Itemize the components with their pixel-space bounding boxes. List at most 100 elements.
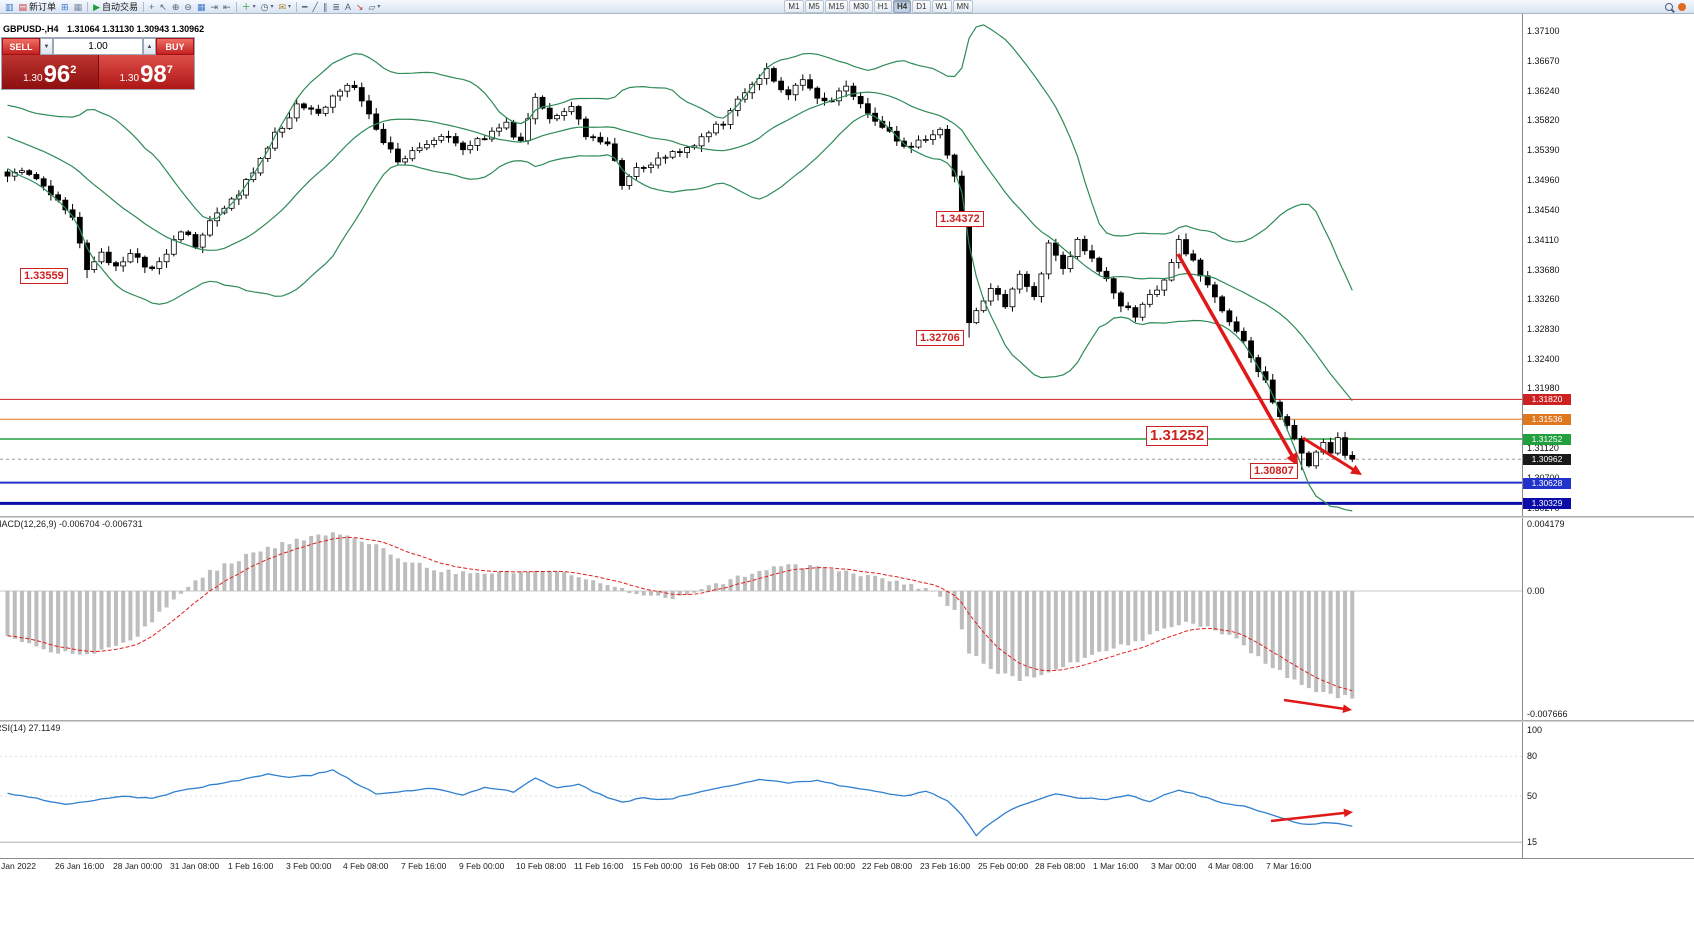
time-axis-label: 22 Feb 08:00 [862, 861, 913, 871]
rsi-panel: RSI(14) 27.1149 100 80 50 15 [0, 722, 1694, 858]
text-tool-icon[interactable]: A [343, 1, 353, 13]
price-axis-tick: 1.34540 [1527, 204, 1560, 215]
price-axis-tick: 1.35820 [1527, 115, 1560, 126]
timeframe-mn-button[interactable]: MN [952, 0, 973, 13]
tile-windows-icon[interactable]: ▦ [195, 1, 208, 13]
macd-canvas[interactable] [0, 518, 1522, 720]
buy-button[interactable]: BUY [156, 38, 194, 55]
volume-input[interactable] [53, 38, 143, 55]
timeframe-m1-button[interactable]: M1 [784, 0, 804, 13]
panel-separator[interactable] [0, 516, 1694, 518]
new-order-button[interactable]: ▤ 新订单 [17, 1, 59, 13]
price-line-label: 1.31536 [1523, 414, 1571, 426]
bollinger-upper-band [7, 24, 1353, 291]
time-axis-label: 31 Jan 08:00 [170, 861, 220, 871]
chart-shift-icon[interactable]: ⇤ [221, 1, 233, 13]
zoom-out-icon[interactable]: ⊖ [182, 1, 194, 13]
profiles-icon[interactable]: ▦ [72, 1, 85, 13]
trend-arrow [1176, 253, 1295, 459]
time-axis-label: 28 Feb 08:00 [1035, 861, 1086, 871]
chart-icon[interactable]: ▥ [3, 1, 16, 13]
channel-tool-icon: ∥ [322, 1, 328, 12]
timeframe-d1-button[interactable]: D1 [912, 0, 931, 13]
search-icon[interactable] [1665, 2, 1673, 11]
rsi-axis-label: 15 [1527, 837, 1538, 848]
price-axis-tick: 1.33260 [1527, 293, 1560, 304]
time-axis-label: 15 Feb 00:00 [632, 861, 683, 871]
timeframe-m15-button[interactable]: M15 [824, 0, 849, 13]
autotrading-icon: ▶ [93, 1, 101, 12]
symbol-period: GBPUSD-,H4 [3, 24, 59, 34]
timeframe-m5-button[interactable]: M5 [804, 0, 824, 13]
zoom-in-icon[interactable]: ⊕ [170, 1, 182, 13]
toolbar-separator [87, 1, 89, 12]
chevron-down-icon: ▾ [288, 4, 292, 10]
volume-decrease-button[interactable]: ▼ [40, 38, 53, 55]
time-axis-label: 21 Feb 00:00 [805, 861, 856, 871]
bollinger-lower-band [7, 113, 1353, 512]
auto-scroll-icon: ⇥ [210, 1, 219, 12]
rsi-canvas[interactable] [0, 722, 1522, 858]
price-annotation: 1.33559 [20, 268, 68, 284]
time-axis-label: 1 Feb 16:00 [228, 861, 274, 871]
trend-arrowhead [1342, 704, 1352, 713]
main-chart-canvas[interactable] [0, 14, 1522, 516]
cursor-icon: ↖ [159, 1, 167, 12]
toolbar-right [1665, 2, 1691, 11]
time-axis-label: 26 Jan 16:00 [55, 861, 105, 871]
trend-arrow [1270, 811, 1347, 823]
templates-icon[interactable]: ✉ ▾ [276, 1, 293, 13]
price-axis-tick: 1.37100 [1527, 26, 1560, 37]
periods-icon: ◷ [260, 1, 269, 12]
indicators-icon[interactable]: ＋ ▾ [240, 1, 258, 13]
timeframe-w1-button[interactable]: W1 [931, 0, 952, 13]
price-annotation: 1.32706 [916, 330, 964, 346]
buy-price-prefix: 1.30 [119, 73, 140, 84]
price-axis-tick: 1.31980 [1527, 383, 1560, 394]
volume-increase-button[interactable]: ▲ [143, 38, 156, 55]
macd-axis-label: 0.00 [1527, 586, 1545, 596]
toolbar-separator [143, 1, 145, 12]
price-axis-tick: 1.34960 [1527, 175, 1560, 186]
chart-window-icon[interactable]: ⊞ [59, 1, 71, 13]
macd-panel: MACD(12,26,9) -0.006704 -0.006731 0.0041… [0, 518, 1694, 720]
time-axis-label: 16 Feb 08:00 [689, 861, 740, 871]
timeframe-m30-button[interactable]: M30 [849, 0, 873, 13]
channel-tool-icon[interactable]: ∥ [321, 1, 330, 13]
arrow-tool-icon[interactable]: ↘ [354, 1, 366, 13]
time-axis-label: 3 Mar 00:00 [1151, 861, 1197, 871]
sell-button[interactable]: SELL [2, 38, 40, 55]
buy-quote-button[interactable]: 1.30 98 7 [98, 55, 194, 89]
time-axis-label: Jan 2022 [1, 861, 36, 871]
timeframe-toolbar: M1 M5 M15 M30 H1 H4 D1 W1 MN [784, 0, 973, 13]
sell-quote-button[interactable]: 1.30 96 2 [2, 55, 99, 89]
price-line-label: 1.30329 [1523, 498, 1571, 510]
time-axis-label: 7 Mar 16:00 [1266, 861, 1312, 871]
crosshair-icon[interactable]: + [147, 1, 156, 13]
hline-tool-icon[interactable]: ━ [300, 1, 309, 13]
arrow-tool-icon: ↘ [355, 1, 364, 12]
macd-histogram [5, 532, 1355, 699]
candles [4, 63, 1356, 471]
time-axis-label: 3 Feb 00:00 [286, 861, 332, 871]
trendline-tool-icon[interactable]: ╱ [310, 1, 319, 13]
fibonacci-tool-icon[interactable]: ≣ [330, 1, 342, 13]
autotrading-button[interactable]: ▶ 自动交易 [91, 1, 140, 13]
rsi-axis-label: 50 [1527, 791, 1538, 801]
cursor-icon[interactable]: ↖ [157, 1, 169, 13]
auto-scroll-icon[interactable]: ⇥ [208, 1, 220, 13]
chevron-down-icon: ▾ [270, 4, 274, 10]
timeframe-h1-button[interactable]: H1 [873, 0, 893, 13]
macd-axis-label: 0.004179 [1527, 518, 1565, 529]
new-order-icon: ▤ [18, 1, 28, 12]
panel-separator[interactable] [0, 720, 1694, 722]
periods-icon[interactable]: ◷ ▾ [259, 1, 276, 13]
trend-arrowhead [1286, 452, 1298, 466]
timeframe-h4-button[interactable]: H4 [893, 0, 912, 13]
shapes-tool-icon[interactable]: ▱ ▾ [366, 1, 382, 13]
price-line-label: 1.30628 [1523, 477, 1571, 489]
bollinger-middle-band [7, 91, 1353, 402]
chart-window: GBPUSD-,H4 1.31064 1.31130 1.30943 1.309… [0, 14, 1694, 944]
main-chart-panel: GBPUSD-,H4 1.31064 1.31130 1.30943 1.309… [0, 14, 1694, 516]
time-axis-label: 9 Feb 00:00 [459, 861, 505, 871]
